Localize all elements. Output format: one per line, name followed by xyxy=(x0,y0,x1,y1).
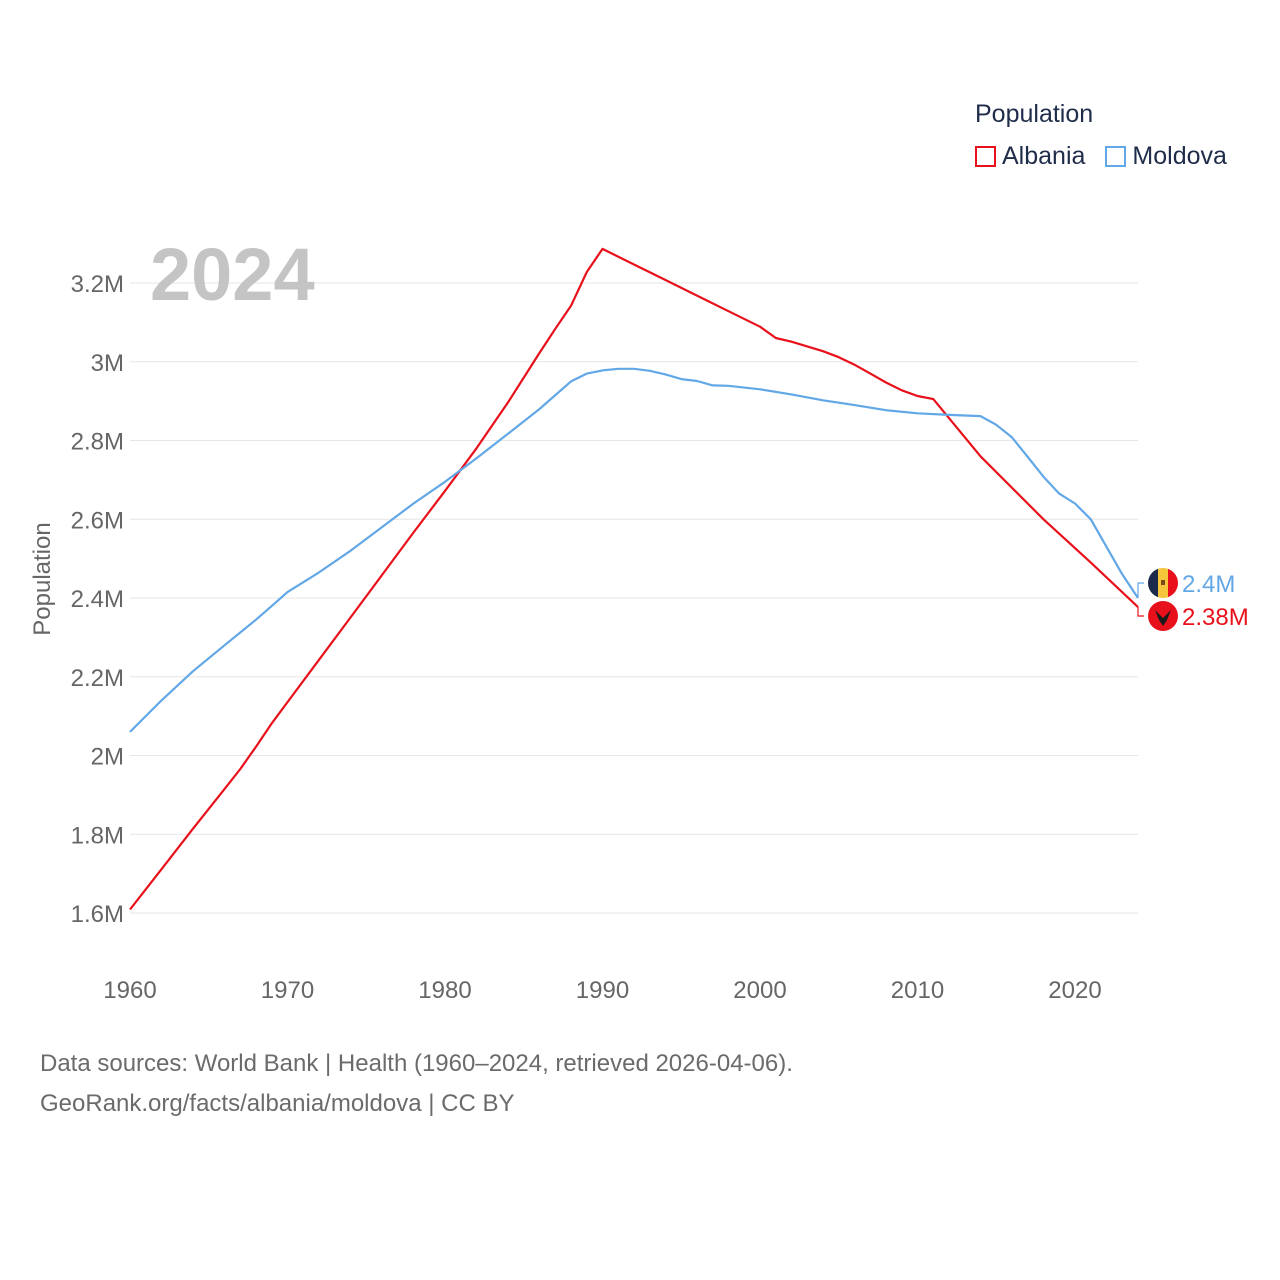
legend-item-albania[interactable]: Albania xyxy=(975,142,1085,171)
y-tick-label: 3.2M xyxy=(71,271,124,298)
y-tick-label: 3M xyxy=(91,350,124,377)
x-tick-label: 1990 xyxy=(576,977,629,1004)
x-tick-label: 1960 xyxy=(103,977,156,1004)
y-tick-label: 2.8M xyxy=(71,429,124,456)
source-line-1: Data sources: World Bank | Health (1960–… xyxy=(40,1050,793,1077)
x-tick-label: 1980 xyxy=(418,977,471,1004)
legend-label-albania: Albania xyxy=(1002,142,1086,170)
y-tick-label: 1.8M xyxy=(71,822,124,849)
series-line-moldova xyxy=(129,367,1139,733)
x-axis-ticks: 1960 1970 1980 1990 2000 2010 2020 xyxy=(103,977,1101,1004)
legend-swatch-albania xyxy=(975,146,996,167)
series-lines xyxy=(129,247,1139,911)
y-tick-label: 2.2M xyxy=(71,665,124,692)
grid xyxy=(130,282,1138,914)
legend-label-moldova: Moldova xyxy=(1132,142,1227,170)
end-markers: 2.38M 2.4M xyxy=(1137,568,1249,631)
series-line-albania xyxy=(129,247,1139,911)
y-tick-label: 2M xyxy=(91,744,124,771)
legend-swatch-moldova xyxy=(1105,146,1127,167)
flag-albania-icon xyxy=(1148,601,1178,631)
x-tick-label: 1970 xyxy=(261,977,314,1004)
legend: Albania Moldova xyxy=(975,142,1247,171)
legend-title: Population xyxy=(975,100,1094,128)
source-line-2[interactable]: GeoRank.org/facts/albania/moldova | CC B… xyxy=(40,1090,515,1117)
connector-moldova xyxy=(1137,582,1144,598)
end-label-albania: 2.38M xyxy=(1182,604,1249,631)
source-note: Data sources: World Bank | Health (1960–… xyxy=(40,1044,793,1124)
legend-item-moldova[interactable]: Moldova xyxy=(1105,142,1227,171)
year-overlay: 2024 xyxy=(150,233,315,316)
y-tick-label: 1.6M xyxy=(71,901,124,928)
connector-albania xyxy=(1137,607,1144,617)
x-tick-label: 2020 xyxy=(1048,977,1101,1004)
end-label-moldova: 2.4M xyxy=(1182,571,1235,598)
flag-moldova-icon xyxy=(1148,568,1178,598)
y-axis-ticks: 1.6M 1.8M 2M 2.2M 2.4M 2.6M 2.8M 3M 3.2M xyxy=(71,271,124,928)
y-axis-label: Population xyxy=(29,522,56,635)
x-tick-label: 2010 xyxy=(891,977,944,1004)
x-tick-label: 2000 xyxy=(733,977,786,1004)
y-tick-label: 2.6M xyxy=(71,507,124,534)
y-tick-label: 2.4M xyxy=(71,586,124,613)
